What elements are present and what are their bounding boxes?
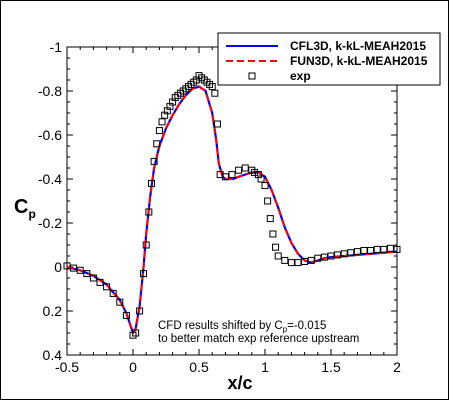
exp-marker bbox=[70, 264, 78, 272]
exp-marker bbox=[109, 289, 117, 297]
exp-marker bbox=[63, 262, 71, 270]
y-tick-label: -0.8 bbox=[38, 83, 62, 99]
series-layer bbox=[63, 72, 401, 339]
exp-marker bbox=[142, 241, 150, 249]
exp-marker bbox=[132, 329, 140, 337]
legend-label: exp bbox=[290, 69, 311, 83]
exp-marker bbox=[393, 245, 401, 253]
exp-marker bbox=[281, 256, 289, 264]
exp-marker bbox=[347, 249, 355, 257]
exp-marker bbox=[211, 89, 219, 97]
exp-marker bbox=[261, 182, 269, 190]
exp-marker bbox=[269, 230, 277, 238]
x-axis-title: x/c bbox=[227, 373, 252, 393]
exp-marker bbox=[96, 278, 104, 286]
fun3d-line bbox=[66, 85, 398, 334]
exp-marker bbox=[208, 83, 216, 91]
exp-marker bbox=[266, 215, 274, 223]
plot-area bbox=[66, 46, 398, 356]
y-tick-label: -0.4 bbox=[38, 171, 62, 187]
exp-marker bbox=[213, 120, 221, 128]
exp-marker bbox=[228, 171, 236, 179]
annotation-line-2: to better match exp reference upstream bbox=[158, 333, 359, 345]
exp-marker bbox=[145, 208, 153, 216]
exp-marker bbox=[380, 245, 388, 253]
exp-marker bbox=[155, 127, 163, 135]
exp-marker bbox=[353, 248, 361, 256]
y-axis-title-sub: p bbox=[28, 207, 35, 221]
axes: -0.5 0 0.5 1 1.5 2 -1 -0.8 -0.6 -0.4 -0.2 0 0.2 0.4 x/… bbox=[14, 39, 401, 393]
exp-marker bbox=[136, 307, 144, 315]
exp-marker bbox=[216, 171, 224, 179]
y-axis-title-main: C bbox=[14, 196, 28, 218]
y-tick-label: 0.4 bbox=[43, 347, 63, 363]
exp-marker bbox=[116, 298, 124, 306]
legend-label: FUN3D, k-kL-MEAH2015 bbox=[290, 54, 428, 68]
x-tick-label: 2 bbox=[393, 359, 401, 375]
exp-marker bbox=[274, 252, 282, 260]
exp-marker bbox=[235, 166, 243, 174]
legend-swatch-exp bbox=[248, 72, 256, 80]
exp-marker bbox=[221, 173, 229, 181]
x-tick-label: 1.5 bbox=[321, 359, 341, 375]
exp-marker bbox=[150, 157, 158, 165]
exp-marker bbox=[314, 254, 322, 262]
exp-marker bbox=[360, 247, 368, 254]
y-tick-label: -0.6 bbox=[38, 127, 62, 143]
exp-marker bbox=[307, 256, 315, 264]
exp-marker bbox=[76, 266, 84, 274]
exp-marker bbox=[386, 244, 394, 252]
exp-marker bbox=[241, 164, 249, 172]
y-axis-title: Cp bbox=[14, 196, 36, 221]
x-tick-label: 1 bbox=[261, 359, 269, 375]
exp-marker bbox=[294, 259, 302, 267]
exp-marker bbox=[250, 168, 258, 176]
y-tick-label: -1 bbox=[50, 39, 63, 55]
x-tick-label: 0 bbox=[129, 359, 137, 375]
annotation-text: CFD results shifted by C bbox=[158, 320, 283, 332]
y-tick-label: 0.2 bbox=[43, 303, 63, 319]
exp-marker bbox=[327, 252, 335, 260]
exp-marker bbox=[122, 311, 130, 319]
exp-marker bbox=[83, 270, 91, 278]
exp-marker bbox=[367, 247, 375, 254]
exp-marker bbox=[287, 259, 295, 267]
exp-marker bbox=[147, 179, 155, 187]
exp-marker bbox=[334, 251, 342, 259]
exp-marker bbox=[272, 243, 280, 251]
exp-marker bbox=[373, 245, 381, 253]
exp-marker bbox=[257, 175, 265, 183]
annotation-line-1: CFD results shifted by Cp=-0.015 bbox=[158, 320, 326, 334]
plot-frame bbox=[66, 46, 398, 356]
exp-marker bbox=[340, 250, 348, 258]
y-tick-label: 0 bbox=[54, 259, 62, 275]
exp-marker bbox=[89, 274, 97, 282]
exp-marker bbox=[320, 253, 328, 261]
exp-marker bbox=[140, 270, 148, 278]
exp-marker bbox=[301, 258, 309, 265]
exp-marker bbox=[264, 197, 272, 205]
y-tick-label: -0.2 bbox=[38, 215, 62, 231]
legend-label: CFL3D, k-kL-MEAH2015 bbox=[290, 39, 426, 53]
annotation-subscript: p bbox=[283, 325, 288, 334]
exp-marker bbox=[158, 118, 166, 126]
exp-marker bbox=[103, 283, 111, 291]
x-tick-label: 0.5 bbox=[189, 359, 209, 375]
exp-marker bbox=[153, 140, 161, 148]
x-tick-label: -0.5 bbox=[55, 359, 79, 375]
annotation-value: =-0.015 bbox=[287, 320, 326, 332]
